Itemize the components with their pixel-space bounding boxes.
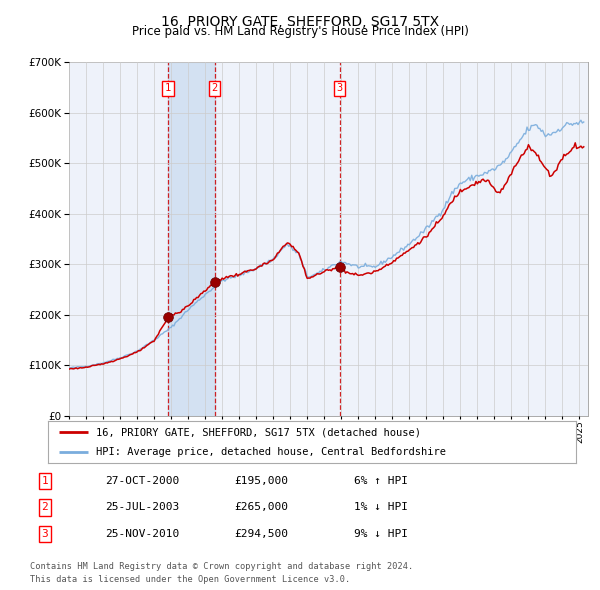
Text: 16, PRIORY GATE, SHEFFORD, SG17 5TX: 16, PRIORY GATE, SHEFFORD, SG17 5TX	[161, 15, 439, 29]
Text: 25-JUL-2003: 25-JUL-2003	[105, 503, 179, 512]
Text: 9% ↓ HPI: 9% ↓ HPI	[354, 529, 408, 539]
Text: 1: 1	[165, 83, 171, 93]
Text: 6% ↑ HPI: 6% ↑ HPI	[354, 476, 408, 486]
Bar	[168, 62, 215, 416]
Text: 2: 2	[212, 83, 218, 93]
Text: £195,000: £195,000	[234, 476, 288, 486]
Text: 3: 3	[337, 83, 343, 93]
Text: 27-OCT-2000: 27-OCT-2000	[105, 476, 179, 486]
Text: 1: 1	[41, 476, 49, 486]
Text: 2: 2	[41, 503, 49, 512]
Text: 25-NOV-2010: 25-NOV-2010	[105, 529, 179, 539]
Text: £265,000: £265,000	[234, 503, 288, 512]
Text: 16, PRIORY GATE, SHEFFORD, SG17 5TX (detached house): 16, PRIORY GATE, SHEFFORD, SG17 5TX (det…	[95, 427, 421, 437]
Text: £294,500: £294,500	[234, 529, 288, 539]
Text: 3: 3	[41, 529, 49, 539]
Text: 1% ↓ HPI: 1% ↓ HPI	[354, 503, 408, 512]
Text: This data is licensed under the Open Government Licence v3.0.: This data is licensed under the Open Gov…	[30, 575, 350, 584]
Text: Contains HM Land Registry data © Crown copyright and database right 2024.: Contains HM Land Registry data © Crown c…	[30, 562, 413, 571]
Text: HPI: Average price, detached house, Central Bedfordshire: HPI: Average price, detached house, Cent…	[95, 447, 446, 457]
Text: Price paid vs. HM Land Registry's House Price Index (HPI): Price paid vs. HM Land Registry's House …	[131, 25, 469, 38]
